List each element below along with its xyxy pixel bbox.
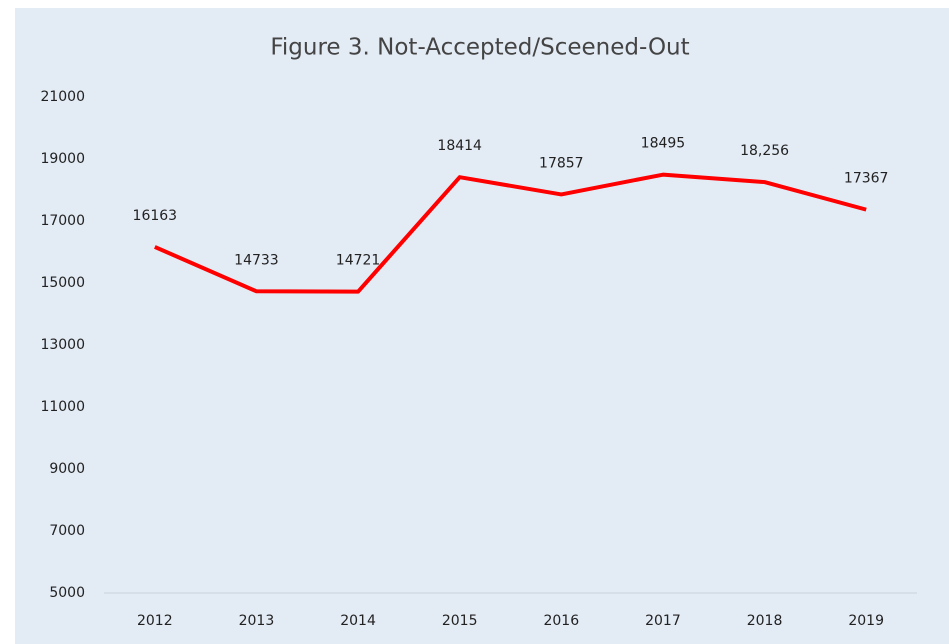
x-tick-label: 2018 xyxy=(747,613,783,629)
data-label: 16163 xyxy=(133,208,178,224)
y-tick-label: 13000 xyxy=(40,337,85,353)
data-label: 18414 xyxy=(437,138,482,154)
data-label: 14721 xyxy=(336,253,381,269)
x-tick-label: 2012 xyxy=(137,613,173,629)
y-tick-label: 19000 xyxy=(40,151,85,167)
x-tick-label: 2014 xyxy=(340,613,376,629)
data-label: 17367 xyxy=(844,171,889,187)
x-tick-label: 2015 xyxy=(442,613,478,629)
x-tick-label: 2017 xyxy=(645,613,681,629)
y-tick-label: 15000 xyxy=(40,275,85,291)
y-tick-label: 9000 xyxy=(49,461,85,477)
y-tick-label: 11000 xyxy=(40,399,85,415)
x-tick-label: 2019 xyxy=(848,613,884,629)
y-tick-label: 21000 xyxy=(40,89,85,105)
y-tick-label: 17000 xyxy=(40,213,85,229)
chart-background xyxy=(15,8,949,644)
chart-title: Figure 3. Not-Accepted/Sceened-Out xyxy=(270,35,689,61)
x-tick-label: 2016 xyxy=(543,613,579,629)
y-tick-label: 7000 xyxy=(49,523,85,539)
data-line xyxy=(154,172,867,294)
data-label: 18,256 xyxy=(740,143,789,159)
y-tick-label: 5000 xyxy=(49,585,85,601)
x-tick-label: 2013 xyxy=(239,613,275,629)
data-label: 18495 xyxy=(641,136,686,152)
data-label: 17857 xyxy=(539,155,584,171)
data-label: 14733 xyxy=(234,252,279,268)
